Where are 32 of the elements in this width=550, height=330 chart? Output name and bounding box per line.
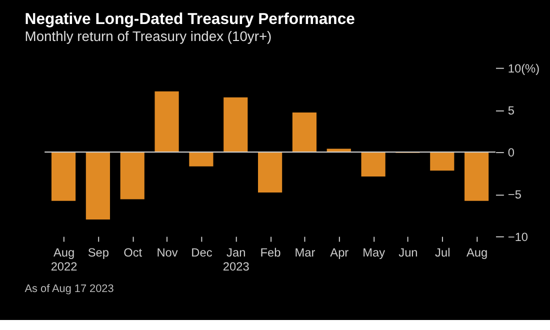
bar xyxy=(224,97,248,152)
bar xyxy=(154,91,179,152)
bar xyxy=(292,112,317,152)
bar xyxy=(189,152,214,166)
bar xyxy=(120,152,144,200)
y-tick-label: −5 xyxy=(508,188,522,202)
x-tick-label: Feb xyxy=(260,246,282,260)
x-tick-label: Sep xyxy=(88,246,110,260)
bar xyxy=(86,152,110,220)
x-tick-label: Jul xyxy=(435,246,450,260)
bar xyxy=(361,152,386,176)
bar xyxy=(51,152,76,201)
x-tick-label: Oct xyxy=(124,246,143,260)
chart-subtitle: Monthly return of Treasury index (10yr+) xyxy=(24,28,272,44)
x-tick-label: Dec xyxy=(191,246,212,260)
bar xyxy=(430,152,454,171)
x-tick-label: Aug xyxy=(466,246,488,260)
y-tick-label: −10 xyxy=(508,230,528,244)
bar xyxy=(258,152,282,193)
x-tick-label: Apr xyxy=(330,246,349,260)
x-tick-label: Mar xyxy=(294,246,316,260)
y-tick-label: 0 xyxy=(508,146,515,160)
x-tick-label: Jan 2023 xyxy=(222,246,250,274)
x-tick-label: Nov xyxy=(156,246,178,260)
y-tick-label: 5 xyxy=(508,103,515,118)
y-tick-label: 10(%) xyxy=(508,61,540,76)
x-tick-label: Jun xyxy=(398,246,418,260)
chart-title: Negative Long-Dated Treasury Performance xyxy=(24,11,356,28)
x-tick-label: May xyxy=(362,246,386,260)
bar xyxy=(464,152,489,201)
text: As of Aug 17 2023 xyxy=(24,282,114,295)
x-tick-label: Aug 2022 xyxy=(50,246,78,274)
